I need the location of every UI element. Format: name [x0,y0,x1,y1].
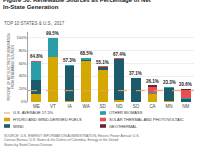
svg-text:OTHER BIOMASS: OTHER BIOMASS [109,110,143,115]
svg-text:HYDRO AND WIND-DERIVED FUELS: HYDRO AND WIND-DERIVED FUELS [13,117,82,122]
svg-text:ND: ND [116,104,123,109]
svg-text:Figure 50. Renewable Sources a: Figure 50. Renewable Sources as Percenta… [3,0,151,10]
svg-text:100%: 100% [16,35,27,40]
svg-text:WA: WA [83,104,90,109]
svg-text:23.3%: 23.3% [163,80,176,85]
svg-text:SD: SD [100,104,107,109]
svg-text:PERCENT OF NET ELECTRICITY GEN: PERCENT OF NET ELECTRICITY GENERATIONFRO… [7,34,15,101]
svg-text:20%: 20% [19,86,27,91]
svg-text:68.5%: 68.5% [80,51,93,56]
svg-text:NM: NM [182,104,189,109]
svg-text:SO: SO [133,104,140,109]
svg-text:IA: IA [67,104,71,109]
svg-text:64.8%: 64.8% [30,54,43,59]
svg-text:TOP 10 STATES & U.S., 2017: TOP 10 STATES & U.S., 2017 [4,21,65,26]
svg-text:SOURCE: U.S. ENERGY INFORMATIO: SOURCE: U.S. ENERGY INFORMATION ADMINIST… [4,134,140,147]
svg-text:0%: 0% [21,99,27,104]
svg-text:U.S. AVERAGE 17.5%: U.S. AVERAGE 17.5% [13,110,54,115]
svg-text:99.5%: 99.5% [46,31,59,36]
svg-text:80%: 80% [19,48,27,53]
svg-text:67.4%: 67.4% [113,52,126,57]
svg-text:CA: CA [149,104,155,109]
svg-text:37.1%: 37.1% [129,71,142,76]
svg-text:SOLAR THERMAL AND PHOTOVOLTAIC: SOLAR THERMAL AND PHOTOVOLTAIC [109,117,184,122]
svg-text:60%: 60% [19,61,27,66]
svg-text:40%: 40% [19,73,27,78]
svg-text:26.1%: 26.1% [146,79,159,84]
svg-text:WIND: WIND [13,124,24,129]
svg-text:VT: VT [50,104,56,109]
svg-text:ME: ME [33,104,40,109]
svg-text:57.3%: 57.3% [63,58,76,63]
svg-text:GEOTHERMAL: GEOTHERMAL [109,124,138,129]
svg-text:55.1%: 55.1% [96,60,109,65]
svg-text:MN: MN [166,104,173,109]
svg-text:20.6%: 20.6% [179,82,192,87]
